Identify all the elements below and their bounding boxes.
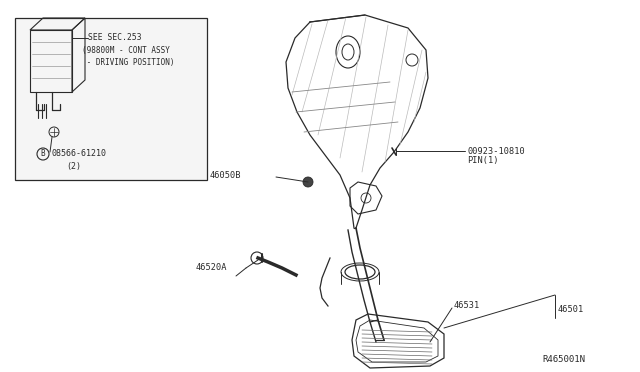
Text: (98800M - CONT ASSY: (98800M - CONT ASSY [82, 46, 170, 55]
Text: 46050B: 46050B [210, 171, 241, 180]
Text: 46501: 46501 [558, 305, 584, 314]
Text: R465001N: R465001N [542, 356, 585, 365]
Text: B: B [41, 150, 45, 158]
Text: 46520A: 46520A [196, 263, 227, 273]
Circle shape [303, 177, 313, 187]
Text: - DRIVING POSITION): - DRIVING POSITION) [82, 58, 175, 67]
Text: SEE SEC.253: SEE SEC.253 [88, 33, 141, 42]
Bar [15, 18, 207, 180]
Text: (2): (2) [66, 163, 81, 171]
Text: 08566-61210: 08566-61210 [52, 150, 107, 158]
Text: 46531: 46531 [454, 301, 480, 311]
Text: 00923-10810: 00923-10810 [467, 147, 525, 155]
Text: PIN(1): PIN(1) [467, 157, 499, 166]
